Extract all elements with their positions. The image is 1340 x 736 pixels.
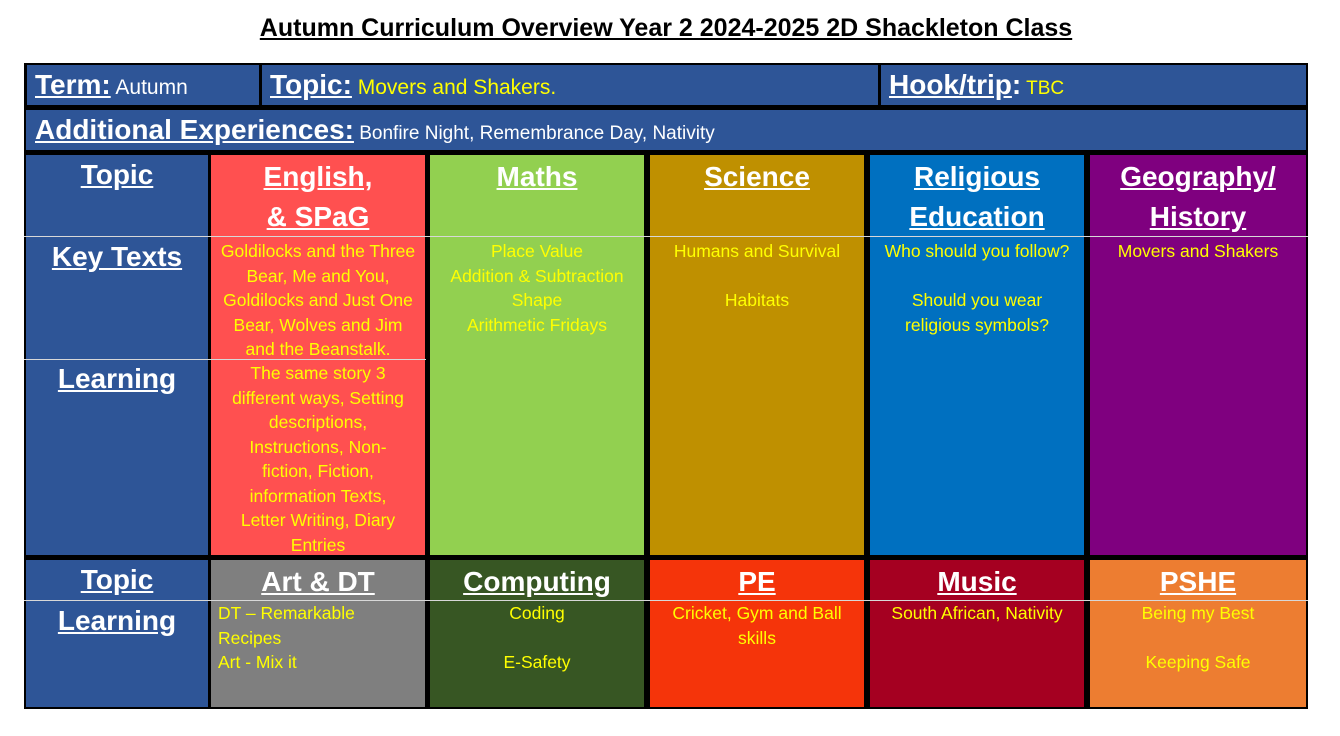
subject-heading-line-2: Education xyxy=(909,201,1045,232)
subject-column-religious-education: Religious Education Who should you follo… xyxy=(870,155,1084,555)
row-label-learning: Learning xyxy=(57,605,177,636)
subject-heading: Computing xyxy=(463,566,611,597)
key-texts-content: Movers and Shakers xyxy=(1117,241,1279,261)
subject-heading: Geography/ History xyxy=(1090,155,1306,237)
subject-heading: Science xyxy=(650,155,864,197)
term-label: Term: xyxy=(35,69,111,100)
page-title: Autumn Curriculum Overview Year 2 2024-2… xyxy=(259,14,1073,42)
key-texts-content: Humans and Survival Habitats xyxy=(673,241,841,310)
key-texts-content: Who should you follow? Should you wear r… xyxy=(884,241,1070,335)
topic-label: Topic: xyxy=(270,69,352,100)
subject-column-music: Music South African, Nativity xyxy=(870,560,1084,707)
additional-experiences-cell: Additional Experiences: Bonfire Night, R… xyxy=(26,110,1306,150)
subject-heading-line-2: & SPaG xyxy=(266,201,370,232)
lower-row-label-column: Topic Learning xyxy=(26,560,208,707)
subject-column-geography-history: Geography/ History Movers and Shakers xyxy=(1090,155,1306,555)
subject-heading-line-1: Geography/ xyxy=(1120,161,1276,192)
subject-heading-line-1: Maths xyxy=(496,161,578,192)
topic-value: Movers and Shakers. xyxy=(351,76,557,99)
subject-column-pe: PE Cricket, Gym and Ball skills xyxy=(650,560,864,707)
row-divider xyxy=(24,600,1308,601)
topic-cell: Topic: Movers and Shakers. xyxy=(262,65,878,105)
subject-column-english: English, & SPaG Goldilocks and the Three… xyxy=(211,155,425,555)
additional-experiences-label: Additional Experiences: xyxy=(35,114,354,145)
subject-heading-line-1: Science xyxy=(704,161,810,192)
hook-label: Hook/trip xyxy=(889,69,1012,100)
term-value: Autumn xyxy=(110,76,188,99)
subject-heading: Art & DT xyxy=(261,566,375,597)
learning-content: Being my Best Keeping Safe xyxy=(1141,603,1255,672)
subject-column-computing: Computing Coding E-Safety xyxy=(430,560,644,707)
learning-content: DT – Remarkable Recipes Art - Mix it xyxy=(218,603,355,672)
subject-heading: PSHE xyxy=(1159,566,1237,597)
subject-column-art-dt: Art & DT DT – Remarkable Recipes Art - M… xyxy=(211,560,425,707)
learning-content: Coding E-Safety xyxy=(503,603,571,672)
subject-heading-line-1: Religious xyxy=(913,161,1040,192)
subject-heading-line-1: English, xyxy=(263,161,373,192)
key-texts-content: Goldilocks and the Three Bear, Me and Yo… xyxy=(220,241,416,359)
row-label-key-texts: Key Texts xyxy=(51,241,183,272)
learning-content: South African, Nativity xyxy=(891,603,1063,623)
subject-heading-line-2: History xyxy=(1149,201,1247,232)
term-cell: Term: Autumn xyxy=(27,65,259,105)
learning-content: Cricket, Gym and Ball skills xyxy=(672,603,842,648)
row-label-learning: Learning xyxy=(57,363,177,394)
hook-cell: Hook/trip: TBC xyxy=(881,65,1306,105)
subject-column-science: Science Humans and Survival Habitats xyxy=(650,155,864,555)
row-label-topic: Topic xyxy=(80,159,154,190)
row-divider xyxy=(24,236,1308,237)
subject-heading: Maths xyxy=(430,155,644,197)
hook-value: TBC xyxy=(1021,78,1065,99)
upper-row-label-column: Topic Key Texts Learning xyxy=(26,155,208,555)
learning-content: The same story 3 different ways, Setting… xyxy=(232,363,404,555)
subject-heading: English, & SPaG xyxy=(211,155,425,237)
subject-heading: Music xyxy=(937,566,1017,597)
row-divider xyxy=(24,359,426,360)
key-texts-content: Place Value Addition & Subtraction Shape… xyxy=(450,241,624,335)
subject-column-pshe: PSHE Being my Best Keeping Safe xyxy=(1090,560,1306,707)
additional-experiences-value: Bonfire Night, Remembrance Day, Nativity xyxy=(353,123,715,144)
subject-heading: PE xyxy=(738,566,776,597)
subject-column-maths: Maths Place Value Addition & Subtraction… xyxy=(430,155,644,555)
curriculum-table: Term: Autumn Topic: Movers and Shakers. … xyxy=(24,63,1308,709)
subject-heading: Religious Education xyxy=(870,155,1084,237)
row-label-topic: Topic xyxy=(80,564,154,595)
hook-colon: : xyxy=(1011,69,1022,100)
